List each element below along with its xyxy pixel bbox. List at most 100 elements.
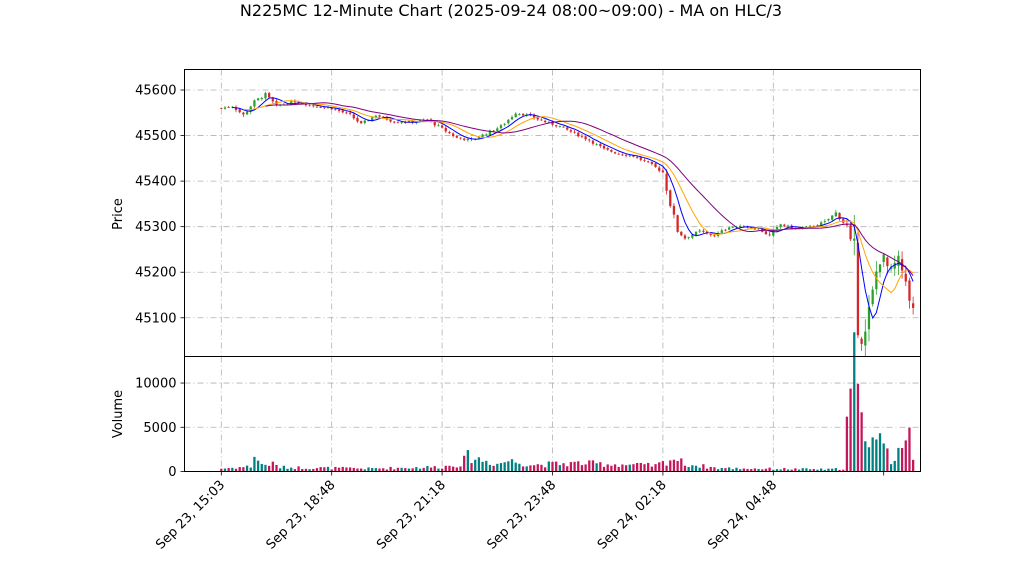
- volume-bar: [389, 466, 392, 472]
- candle-body: [602, 145, 606, 149]
- volume-bar: [352, 467, 355, 472]
- volume-bar: [819, 468, 823, 472]
- volume-bar: [429, 467, 433, 472]
- volume-bar: [293, 469, 297, 472]
- candle-body: [348, 112, 352, 114]
- volume-bar: [220, 468, 223, 472]
- candle-body: [860, 338, 863, 344]
- candle-body: [352, 114, 355, 119]
- volume-bar: [856, 383, 860, 472]
- volume-bar: [488, 464, 492, 472]
- volume-bar: [341, 466, 344, 472]
- volume-bar: [805, 468, 808, 472]
- volume-bar: [371, 468, 374, 472]
- candle-body: [588, 139, 591, 141]
- candle-body: [290, 101, 293, 105]
- candle-body: [573, 131, 576, 133]
- price-tick-label: 45400: [135, 175, 176, 190]
- volume-bar: [694, 465, 698, 472]
- candle-body: [551, 121, 554, 125]
- volume-bar: [853, 332, 856, 472]
- volume-bar: [543, 467, 547, 472]
- volume-bar: [735, 467, 738, 472]
- volume-bar: [720, 467, 723, 472]
- volume-bar: [588, 460, 591, 472]
- volume-bar: [437, 468, 440, 472]
- candle-body: [827, 219, 830, 221]
- candle-body: [319, 107, 322, 108]
- volume-bar: [551, 461, 554, 472]
- volume-bar: [661, 461, 665, 472]
- volume-bar: [242, 467, 245, 472]
- candle-body: [356, 117, 359, 122]
- volume-bar: [326, 466, 330, 472]
- volume-bar: [731, 469, 734, 472]
- candle-body: [253, 100, 256, 107]
- x-tick-label: Sep 23, 18:48: [264, 478, 339, 553]
- volume-bar: [875, 439, 878, 472]
- candle-body: [849, 225, 852, 240]
- candle-body: [378, 115, 381, 117]
- candle-body: [757, 228, 760, 230]
- candle-body: [753, 227, 757, 230]
- volume-bar: [426, 466, 429, 472]
- volume-bar: [790, 469, 793, 472]
- candle-body: [271, 97, 274, 102]
- candle-body: [779, 224, 782, 228]
- candle-body: [223, 107, 227, 109]
- volume-bar: [256, 460, 260, 472]
- volume-bar: [691, 465, 694, 472]
- candle-body: [831, 215, 834, 220]
- candle-body: [426, 119, 429, 121]
- candle-body: [407, 121, 411, 123]
- candle-body: [658, 167, 661, 171]
- volume-bar: [713, 467, 716, 472]
- candle-body: [374, 115, 378, 118]
- volume-bar: [628, 464, 631, 472]
- candle-body: [312, 105, 315, 107]
- volume-bar: [911, 459, 915, 472]
- volume-bar: [529, 465, 532, 472]
- candle-body: [635, 157, 639, 158]
- candle-body: [521, 113, 525, 116]
- volume-bar: [481, 461, 484, 472]
- volume-bar: [234, 468, 238, 472]
- candle-body: [371, 117, 374, 122]
- volume-bar: [422, 467, 425, 472]
- candle-body: [864, 331, 867, 346]
- candle-body: [672, 205, 676, 215]
- volume-bar: [466, 450, 470, 472]
- candle-body: [908, 280, 911, 301]
- volume-bar: [547, 461, 550, 472]
- x-tick-label: Sep 24, 02:18: [595, 478, 670, 553]
- candle-body: [727, 227, 731, 230]
- candle-body: [389, 119, 392, 122]
- candle-body: [904, 273, 907, 282]
- volume-bar: [279, 468, 282, 472]
- candle-body: [459, 137, 462, 139]
- volume-bar: [849, 388, 852, 472]
- candle-body: [337, 109, 341, 111]
- volume-bar: [834, 468, 838, 472]
- candle-body: [532, 114, 536, 119]
- volume-bar: [672, 459, 676, 472]
- volume-tick-label: 5000: [143, 421, 176, 436]
- candle-body: [396, 122, 400, 124]
- candle-body: [819, 222, 823, 226]
- candle-body: [507, 119, 510, 124]
- volume-bar: [606, 464, 609, 472]
- candle-body: [242, 112, 245, 115]
- volume-bar: [602, 466, 606, 472]
- candle-body: [834, 212, 838, 217]
- volume-bar: [382, 468, 385, 472]
- candle-body: [647, 161, 650, 163]
- x-tick-label: Sep 23, 21:18: [374, 478, 449, 553]
- volume-bar: [599, 462, 602, 472]
- volume-bar: [573, 461, 576, 472]
- volume-bar: [345, 467, 348, 472]
- candle-body: [676, 215, 679, 232]
- volume-bar: [768, 467, 771, 472]
- volume-bar: [496, 463, 499, 472]
- ma-long-line: [265, 102, 914, 277]
